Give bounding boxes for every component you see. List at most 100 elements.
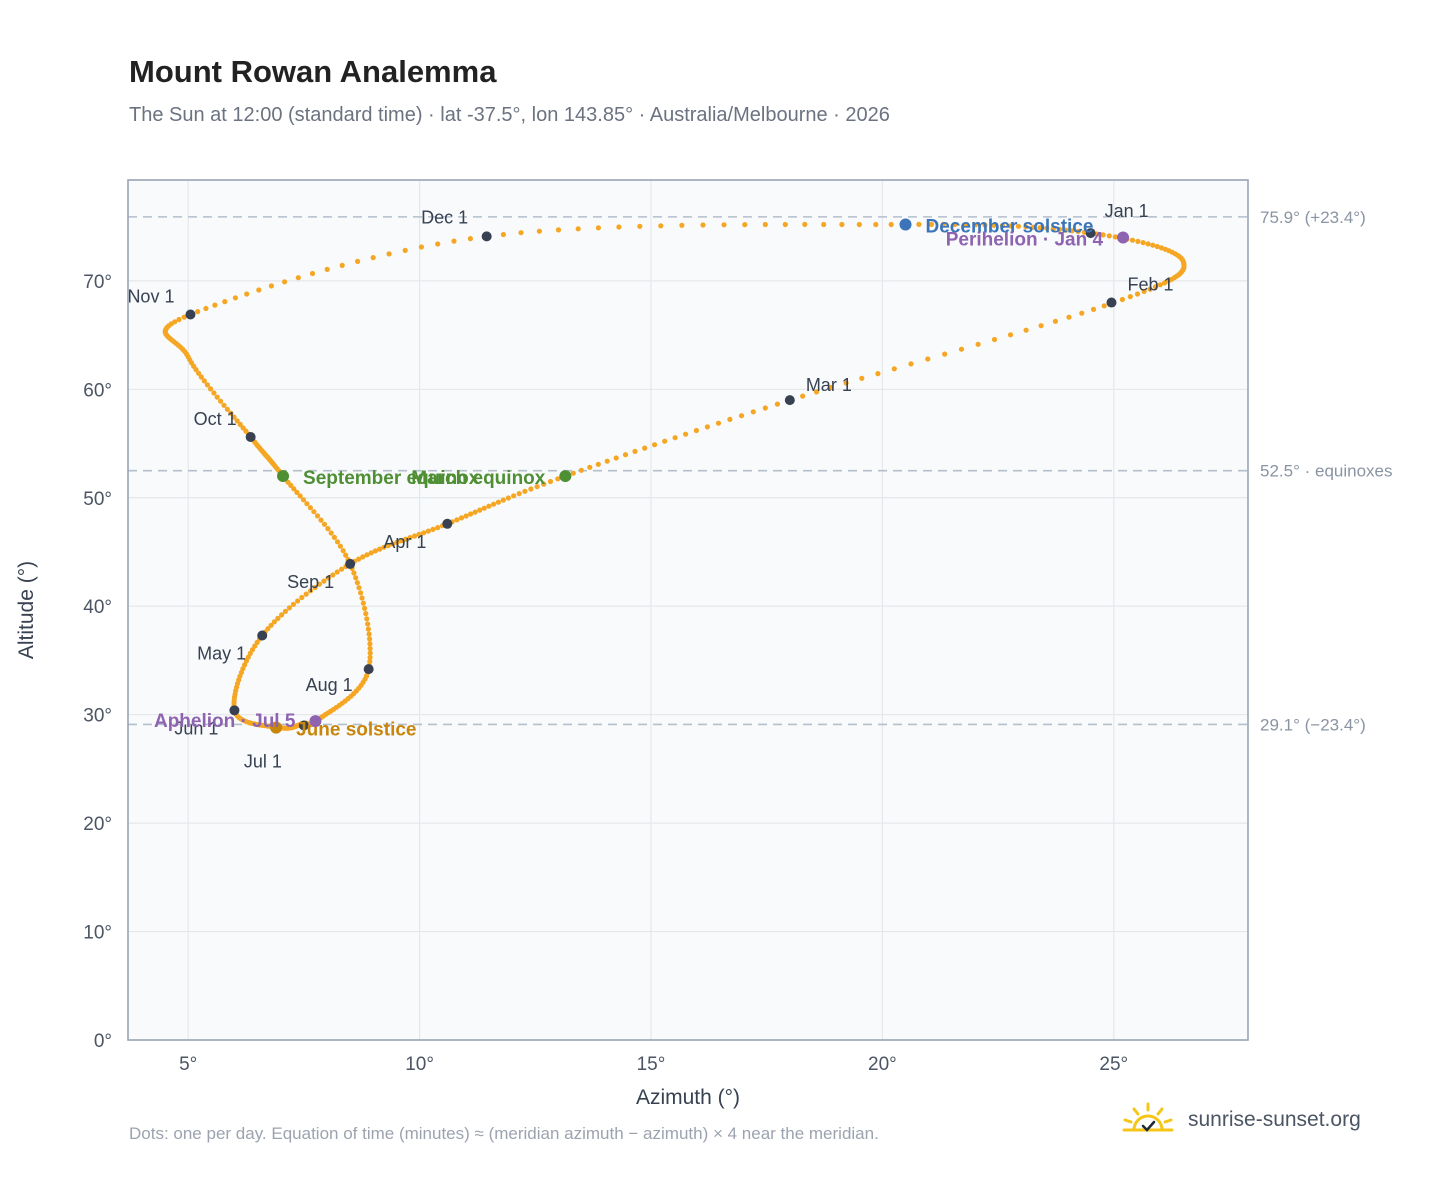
daily-dot — [372, 548, 378, 554]
daily-dot — [1023, 224, 1029, 230]
daily-dot — [721, 222, 727, 228]
month-label: Sep 1 — [287, 572, 334, 592]
event-marker — [270, 721, 283, 734]
daily-dot — [595, 225, 602, 231]
month-label: Oct 1 — [194, 409, 237, 429]
daily-dot — [416, 531, 422, 538]
daily-dot — [300, 497, 307, 503]
daily-dot — [343, 552, 349, 558]
daily-dot — [991, 222, 997, 228]
y-tick-label: 70° — [83, 272, 112, 293]
reference-line-label: 52.5° · equinoxes — [1260, 462, 1393, 481]
daily-dot — [774, 401, 781, 407]
daily-dot — [528, 486, 534, 492]
daily-dot — [325, 575, 331, 581]
daily-dot — [331, 534, 337, 541]
daily-dot — [282, 279, 288, 285]
month-marker — [784, 395, 795, 406]
daily-dot — [196, 370, 202, 376]
daily-dot — [407, 535, 413, 541]
month-marker — [363, 664, 374, 675]
plot-frame — [127, 179, 1249, 1041]
daily-dot — [303, 591, 309, 597]
daily-dot — [481, 505, 487, 511]
daily-dot — [228, 410, 234, 416]
daily-dot — [275, 615, 281, 622]
daily-dot — [555, 476, 561, 482]
daily-dot — [367, 650, 373, 656]
daily-dot — [467, 236, 473, 242]
daily-dot — [1134, 291, 1141, 297]
daily-dot — [421, 530, 427, 536]
daily-dot — [762, 221, 768, 228]
daily-dot — [282, 608, 288, 615]
daily-dot — [311, 509, 317, 515]
daily-dot — [309, 270, 316, 277]
month-marker — [345, 558, 356, 569]
brand[interactable]: sunrise-sunset.org — [1120, 1100, 1361, 1140]
month-label: Mar 1 — [806, 375, 852, 395]
daily-dot — [240, 425, 246, 431]
daily-dot — [1007, 332, 1014, 338]
daily-dot — [1145, 241, 1151, 247]
event-label: March equinox — [411, 468, 546, 489]
event-label: Aphelion · Jul 5 — [154, 711, 296, 732]
daily-dot — [928, 221, 935, 227]
daily-dot — [652, 442, 658, 448]
daily-dot — [314, 513, 321, 519]
daily-dot — [704, 424, 711, 430]
daily-dot — [354, 580, 360, 586]
daily-dot — [940, 221, 947, 227]
daily-dot — [386, 251, 392, 257]
daily-dot — [355, 258, 361, 264]
daily-dot — [290, 601, 296, 608]
daily-dot — [359, 595, 365, 601]
daily-dot — [1052, 318, 1058, 324]
daily-dot — [486, 503, 492, 509]
daily-dot — [477, 507, 483, 513]
daily-dot — [511, 493, 517, 499]
daily-dot — [1037, 225, 1043, 231]
daily-dot — [368, 550, 374, 556]
daily-dot — [715, 420, 722, 426]
event-label: June solstice — [296, 720, 416, 741]
daily-dot — [522, 488, 528, 494]
event-label: December solstice — [926, 216, 1094, 237]
daily-dot — [203, 305, 209, 312]
daily-dot — [295, 275, 301, 281]
daily-dot — [237, 421, 243, 427]
daily-dot — [982, 222, 988, 228]
daily-dot — [1152, 284, 1159, 290]
daily-dot — [1147, 286, 1153, 292]
daily-dot — [683, 431, 689, 437]
daily-dot — [367, 645, 373, 652]
daily-dot — [658, 223, 664, 229]
event-label: Perihelion · Jan 4 — [946, 229, 1104, 250]
daily-dot — [232, 295, 238, 301]
month-marker — [257, 630, 268, 641]
daily-dot — [398, 538, 404, 544]
sun-logo-icon — [1122, 1102, 1174, 1132]
daily-dot — [1162, 280, 1168, 286]
daily-dot — [307, 588, 314, 594]
month-label: Apr 1 — [383, 532, 426, 552]
daily-dot — [575, 226, 581, 232]
daily-dot — [1106, 233, 1112, 239]
daily-dot — [214, 394, 220, 400]
daily-dot — [297, 493, 303, 499]
daily-dot — [334, 569, 340, 575]
month-label: Dec 1 — [421, 207, 468, 227]
month-marker — [481, 231, 492, 242]
daily-dot — [295, 598, 301, 604]
daily-dot — [1075, 228, 1081, 235]
daily-dot — [491, 501, 497, 507]
daily-dot — [1154, 243, 1160, 250]
y-tick-label: 0° — [94, 1031, 112, 1052]
daily-dot — [570, 470, 576, 476]
daily-dot — [762, 405, 768, 411]
daily-dot — [856, 221, 862, 228]
daily-dot — [958, 346, 965, 352]
daily-dot — [1141, 288, 1147, 294]
daily-dot — [1079, 310, 1085, 316]
